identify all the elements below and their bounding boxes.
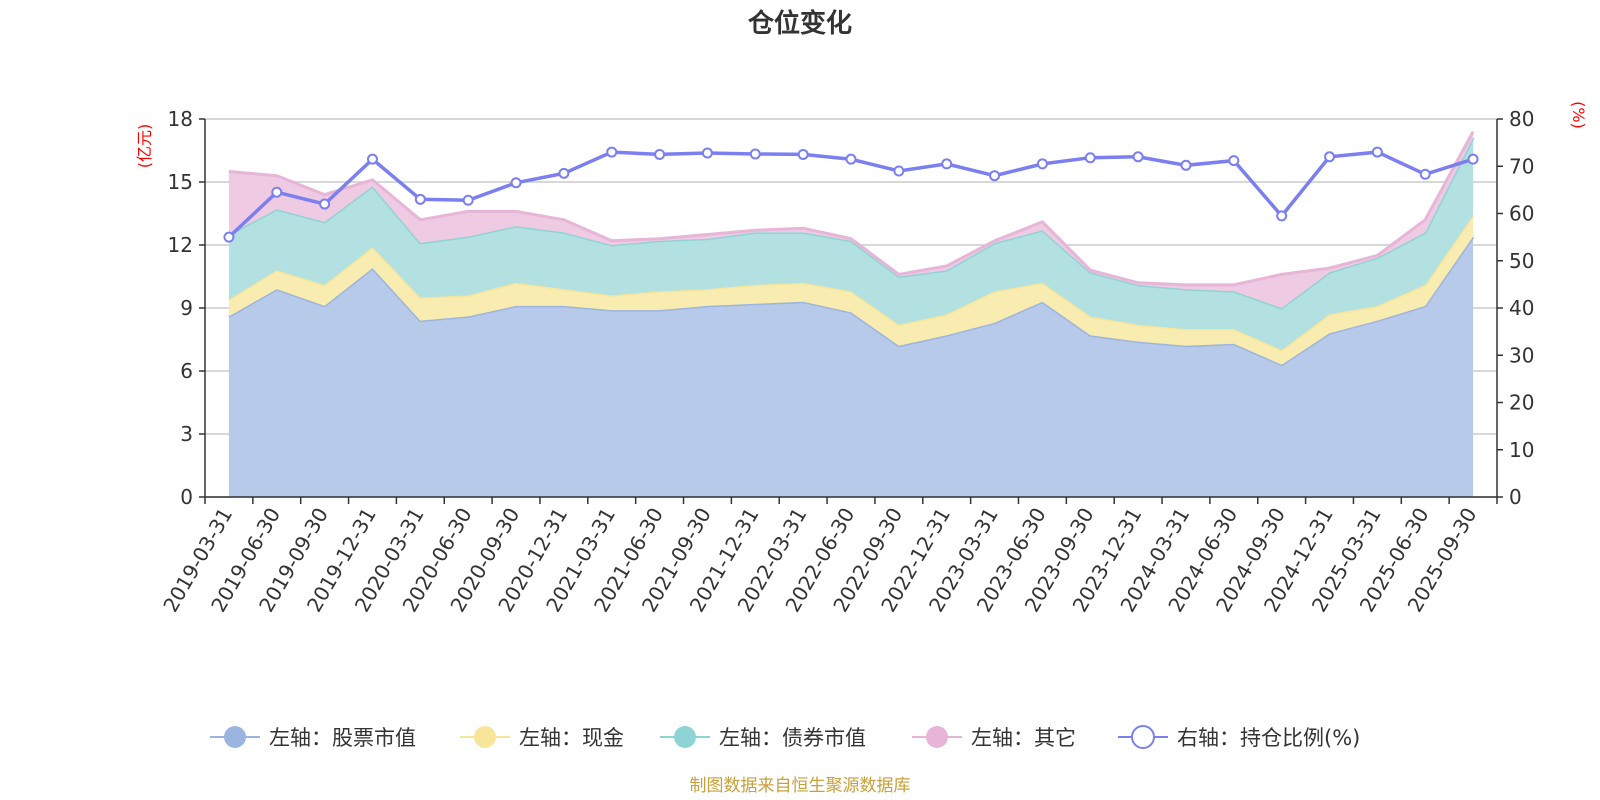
ratio-point bbox=[654, 148, 666, 160]
ratio-point bbox=[749, 148, 761, 160]
right-tick-label: 40 bbox=[1509, 296, 1534, 320]
legend-label: 左轴：现金 bbox=[519, 726, 624, 750]
ratio-point bbox=[366, 153, 378, 165]
ratio-line-series bbox=[223, 146, 1479, 243]
ratio-point bbox=[941, 158, 953, 170]
left-axis-unit: (亿元) bbox=[135, 124, 154, 169]
legend-item[interactable]: 左轴：其它 bbox=[912, 726, 1076, 750]
right-tick-label: 10 bbox=[1509, 438, 1534, 462]
ratio-point bbox=[462, 194, 474, 206]
legend-label: 左轴：股票市值 bbox=[269, 726, 416, 750]
stacked-areas bbox=[228, 130, 1475, 497]
right-tick-label: 60 bbox=[1509, 202, 1534, 226]
left-tick-label: 12 bbox=[168, 233, 193, 257]
right-tick-label: 70 bbox=[1509, 154, 1534, 178]
legend-marker bbox=[926, 726, 948, 748]
right-axis-unit: (%) bbox=[1569, 101, 1588, 129]
left-tick-label: 18 bbox=[168, 107, 193, 131]
right-tick-label: 80 bbox=[1509, 107, 1534, 131]
right-tick-label: 20 bbox=[1509, 391, 1534, 415]
legend-label: 左轴：债券市值 bbox=[719, 726, 866, 750]
legend-marker bbox=[224, 726, 246, 748]
ratio-point bbox=[271, 186, 283, 198]
ratio-point bbox=[1324, 151, 1336, 163]
right-tick-label: 30 bbox=[1509, 343, 1534, 367]
ratio-point bbox=[1228, 155, 1240, 167]
ratio-point bbox=[893, 165, 905, 177]
ratio-point bbox=[701, 147, 713, 159]
legend-marker bbox=[674, 726, 696, 748]
ratio-point bbox=[558, 167, 570, 179]
area-左轴：债券市值 bbox=[228, 137, 1474, 350]
legend-marker bbox=[1131, 725, 1155, 749]
ratio-point bbox=[1084, 152, 1096, 164]
left-tick-label: 15 bbox=[168, 170, 193, 194]
legend-item[interactable]: 右轴：持仓比例(%) bbox=[1118, 725, 1360, 750]
left-tick-label: 0 bbox=[180, 485, 193, 509]
ratio-point bbox=[1132, 151, 1144, 163]
ratio-point bbox=[1276, 210, 1288, 222]
ratio-point bbox=[797, 148, 809, 160]
ratio-point bbox=[989, 170, 1001, 182]
ratio-point bbox=[319, 198, 331, 210]
legend: 左轴：股票市值 左轴：现金 左轴：债券市值 左轴：其它 右轴：持仓比例(%) bbox=[210, 725, 1360, 750]
left-tick-label: 3 bbox=[180, 422, 193, 446]
ratio-point bbox=[1467, 153, 1479, 165]
ratio-point bbox=[414, 193, 426, 205]
legend-label: 左轴：其它 bbox=[971, 726, 1076, 750]
legend-label: 右轴：持仓比例(%) bbox=[1177, 726, 1360, 750]
left-tick-label: 6 bbox=[180, 359, 193, 383]
ratio-point bbox=[1419, 168, 1431, 180]
area-edge-左轴：其它 bbox=[228, 130, 1475, 287]
right-tick-label: 0 bbox=[1509, 485, 1522, 509]
area-左轴：其它 bbox=[228, 131, 1474, 308]
legend-marker bbox=[474, 726, 496, 748]
legend-item[interactable]: 左轴：现金 bbox=[460, 726, 624, 750]
left-tick-label: 9 bbox=[180, 296, 193, 320]
area-左轴：股票市值 bbox=[228, 236, 1474, 497]
ratio-point bbox=[510, 177, 522, 189]
right-tick-label: 50 bbox=[1509, 249, 1534, 273]
ratio-point bbox=[1371, 146, 1383, 158]
data-source-footer: 制图数据来自恒生聚源数据库 bbox=[690, 776, 911, 796]
ratio-point bbox=[1180, 159, 1192, 171]
chart-title: 仓位变化 bbox=[747, 8, 852, 39]
ratio-point bbox=[606, 146, 618, 158]
ratio-point bbox=[1036, 158, 1048, 170]
legend-item[interactable]: 左轴：债券市值 bbox=[660, 726, 866, 750]
legend-item[interactable]: 左轴：股票市值 bbox=[210, 726, 416, 750]
ratio-point bbox=[845, 153, 857, 165]
ratio-point bbox=[223, 231, 235, 243]
